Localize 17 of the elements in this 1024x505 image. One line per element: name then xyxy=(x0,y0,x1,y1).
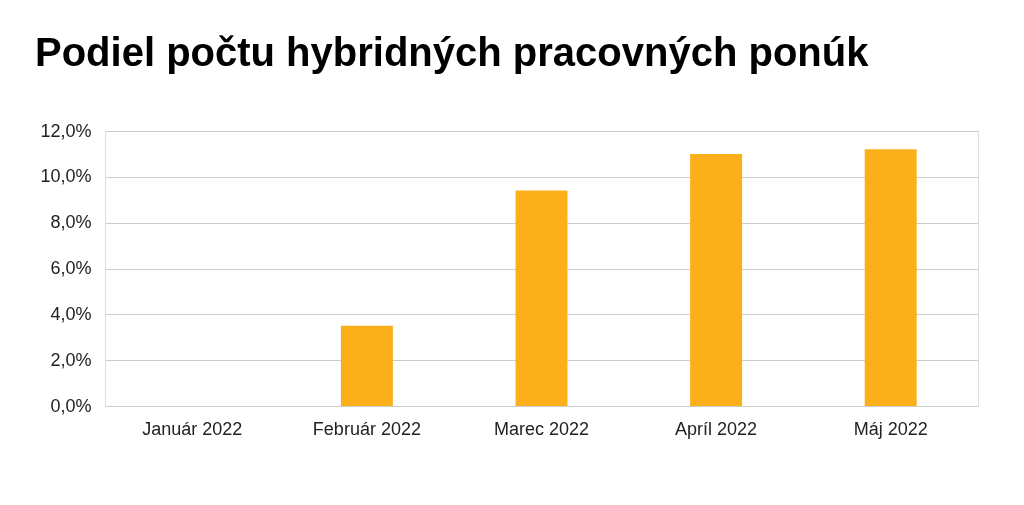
y-tick-label: 10,0% xyxy=(40,166,92,187)
y-tick-label: 6,0% xyxy=(50,258,92,278)
x-tick-label: Marec 2022 xyxy=(493,418,590,439)
y-tick-label: 4,0% xyxy=(50,303,92,324)
y-tick-label: 12,0% xyxy=(40,120,92,141)
chart-title: Podiel počtu hybridných pracovných ponúk xyxy=(35,30,870,74)
x-tick-label: Máj 2022 xyxy=(853,418,928,439)
y-tick-label: 2,0% xyxy=(50,349,92,370)
x-tick-label: Apríl 2022 xyxy=(675,418,758,439)
bar xyxy=(864,149,917,406)
y-tick-label: 0,0% xyxy=(50,395,92,416)
bar xyxy=(515,190,568,406)
bar xyxy=(690,153,743,406)
x-tick-label: Január 2022 xyxy=(142,418,243,439)
bar xyxy=(340,325,393,406)
y-tick-label: 8,0% xyxy=(50,212,92,233)
x-tick-label: Február 2022 xyxy=(312,418,421,439)
